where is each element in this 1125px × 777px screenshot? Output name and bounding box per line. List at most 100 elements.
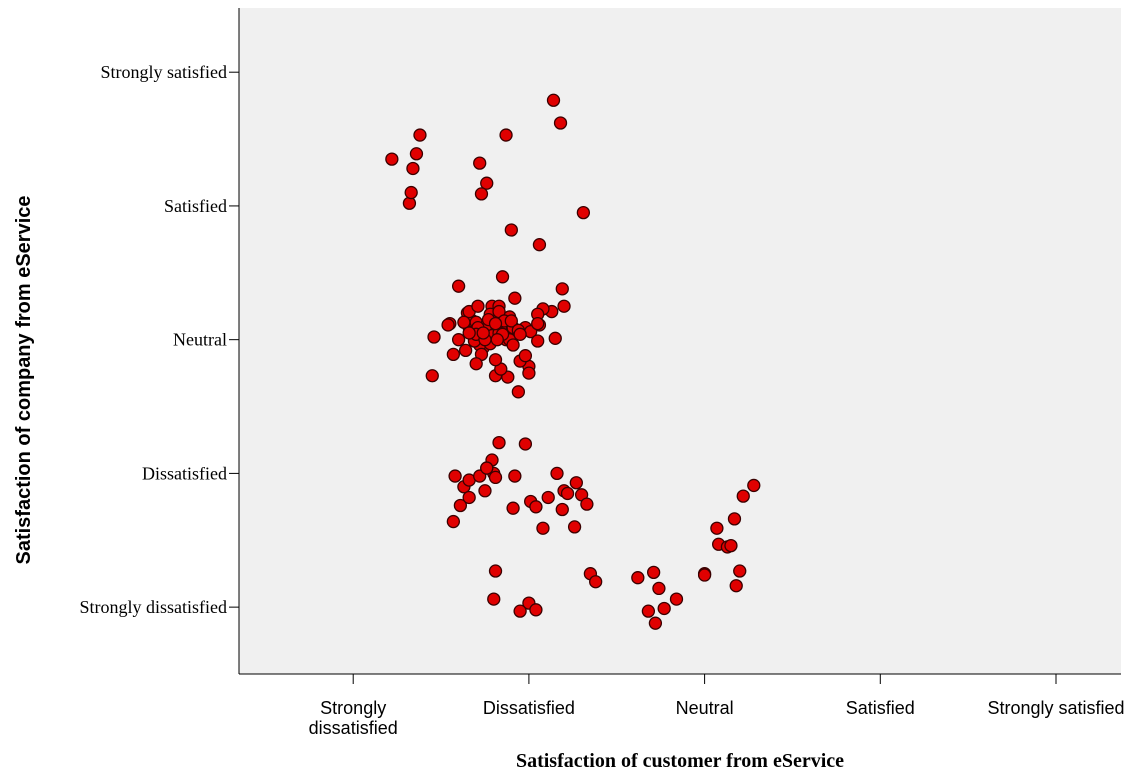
data-point — [641, 604, 656, 618]
data-point — [453, 498, 468, 513]
data-point — [669, 592, 684, 606]
x-tick-label: Satisfied — [846, 698, 915, 718]
data-point — [478, 484, 492, 498]
y-axis-ticks: Strongly dissatisfied Dissatisfied Neutral… — [80, 62, 239, 617]
x-axis-title: Satisfaction of customer from eService — [516, 750, 844, 772]
data-point — [499, 128, 513, 142]
x-tick-label: Strongly satisfied — [987, 698, 1124, 718]
data-point — [487, 592, 501, 606]
data-point — [409, 147, 424, 161]
data-point — [495, 270, 510, 284]
y-axis-title: Satisfaction of company from eService — [13, 195, 35, 564]
data-point — [427, 330, 441, 344]
data-point — [553, 116, 568, 130]
data-point — [476, 326, 490, 340]
axes — [238, 8, 1121, 675]
data-point — [458, 343, 473, 358]
data-point — [727, 512, 742, 526]
data-point — [504, 223, 518, 237]
data-point — [576, 205, 591, 220]
data-point — [536, 521, 550, 535]
data-point — [652, 581, 666, 596]
data-point — [522, 366, 536, 380]
x-tick-label: Strongly dissatisfied — [309, 698, 398, 738]
data-points — [385, 93, 761, 630]
data-point — [480, 176, 494, 190]
data-point — [506, 338, 520, 352]
data-point — [657, 601, 671, 616]
x-axis-ticks: Strongly dissatisfied Dissatisfied Neutral S… — [309, 674, 1125, 738]
y-tick-label: Strongly satisfied — [101, 62, 228, 82]
data-point — [648, 616, 663, 630]
data-point — [513, 604, 527, 618]
data-point — [733, 564, 747, 578]
data-point — [488, 564, 503, 578]
data-point — [451, 333, 466, 347]
y-tick-label: Dissatisfied — [142, 463, 227, 483]
data-point — [529, 500, 543, 514]
data-point — [580, 497, 594, 511]
data-point — [548, 331, 562, 345]
data-point — [404, 185, 418, 200]
data-point — [492, 435, 506, 450]
data-point — [546, 93, 561, 107]
data-point — [413, 128, 427, 142]
data-point — [488, 353, 503, 367]
data-point — [569, 476, 583, 490]
data-point — [506, 501, 520, 515]
data-point — [490, 333, 504, 347]
data-point — [488, 470, 503, 485]
data-point — [462, 326, 476, 340]
data-point — [541, 490, 555, 505]
data-point — [457, 315, 471, 329]
y-tick-label: Neutral — [173, 330, 227, 350]
data-point — [504, 314, 518, 328]
x-tick-label: Dissatisfied — [483, 698, 575, 718]
data-point — [729, 579, 743, 593]
data-point — [697, 568, 712, 582]
data-point — [550, 466, 564, 481]
data-point — [518, 349, 533, 363]
data-point — [560, 486, 575, 501]
data-point — [646, 565, 661, 580]
data-point — [406, 161, 420, 176]
data-point — [508, 469, 522, 483]
data-point — [441, 318, 455, 332]
data-point — [425, 369, 439, 383]
data-point — [531, 334, 545, 348]
data-point — [451, 279, 466, 293]
data-point — [532, 238, 547, 252]
data-point — [402, 196, 417, 210]
data-point — [469, 357, 483, 371]
x-tick-label: Neutral — [676, 698, 734, 718]
data-point — [513, 327, 527, 341]
data-point — [724, 538, 738, 553]
data-point — [474, 187, 489, 201]
data-point — [448, 469, 462, 483]
data-point — [462, 490, 476, 505]
data-point — [631, 571, 645, 585]
data-point — [555, 502, 569, 517]
data-point — [508, 291, 522, 305]
data-point — [446, 514, 461, 529]
data-point — [736, 489, 750, 503]
data-point — [710, 521, 724, 535]
data-point — [589, 575, 603, 589]
y-tick-label: Strongly dissatisfied — [80, 597, 228, 617]
data-point — [555, 282, 569, 296]
data-point — [518, 437, 533, 451]
data-point — [471, 299, 485, 313]
data-point — [511, 385, 526, 399]
data-point — [747, 478, 761, 493]
data-point — [557, 299, 571, 313]
data-point — [473, 156, 487, 170]
y-tick-label: Satisfied — [164, 196, 227, 216]
data-point — [480, 461, 494, 475]
data-point — [488, 316, 503, 331]
data-point — [385, 152, 399, 166]
plot-area — [239, 8, 1121, 674]
data-point — [567, 520, 582, 534]
data-point — [446, 347, 461, 362]
